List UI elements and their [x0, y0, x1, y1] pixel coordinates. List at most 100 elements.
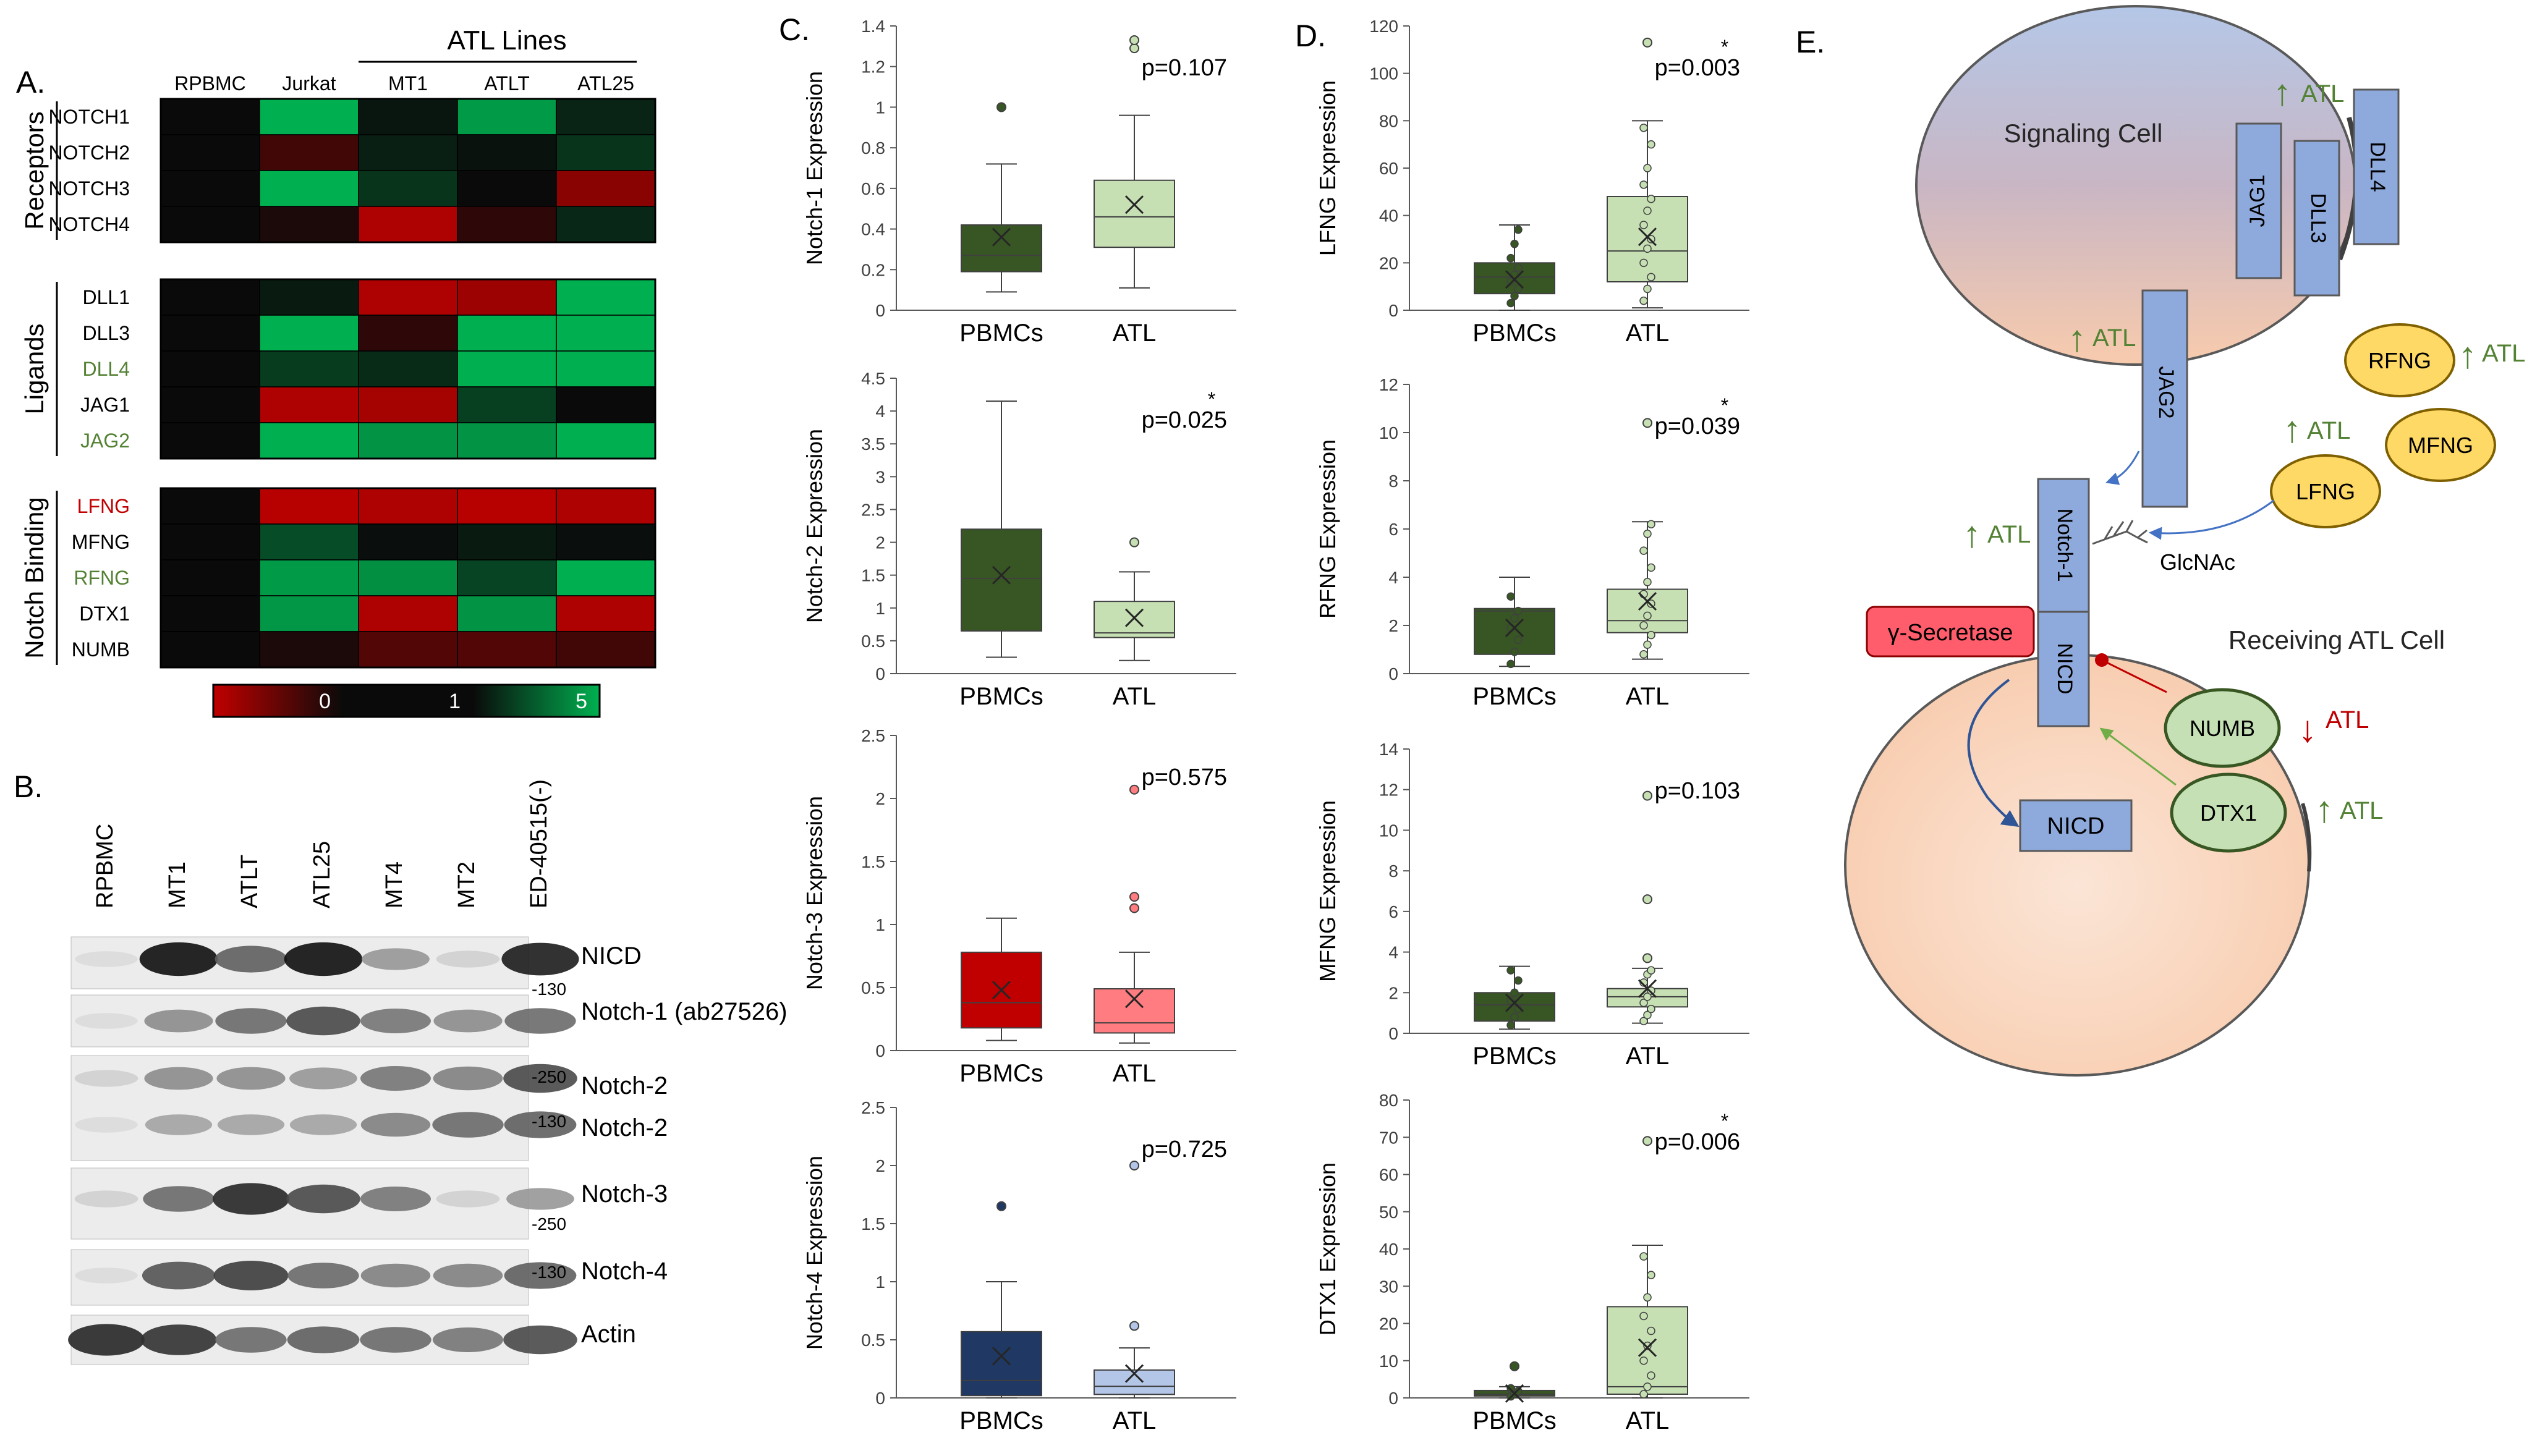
boxplot-chart: 0 0.5 1 1.5 2 2.5 Notch-4 Expression PBMCs ATL p=… [802, 1098, 1236, 1434]
heatmap-cell [160, 279, 260, 316]
p-value-label: p=0.003 [1655, 55, 1740, 81]
y-tick-label: 0 [1388, 1389, 1398, 1408]
data-point [1643, 1010, 1652, 1020]
heatmap-cell [160, 523, 260, 561]
data-point [1506, 996, 1515, 1005]
x-category-label: ATL [1626, 1407, 1669, 1434]
y-tick-label: 20 [1379, 1314, 1398, 1334]
y-tick-label: 6 [1388, 902, 1398, 921]
blot-size-marker: -130 [532, 980, 566, 999]
blot-band-label: NICD [581, 942, 642, 970]
nicd-membrane [2037, 611, 2090, 727]
heatmap-cell [358, 595, 458, 632]
outlier-point [1129, 1321, 1139, 1331]
dll4-ligand [2353, 88, 2400, 245]
y-tick-label: 0.2 [861, 260, 885, 279]
heatmap-cell [556, 170, 656, 207]
blot-band-label: Notch-3 [581, 1180, 668, 1208]
data-point [1643, 244, 1652, 253]
blot-lane-label: MT1 [164, 861, 190, 908]
data-point [1514, 976, 1523, 985]
x-category-label: PBMCs [959, 1060, 1043, 1087]
heatmap-group-label: Notch Binding [20, 497, 49, 659]
blot-lane-label: MT4 [381, 861, 407, 908]
boxplot-chart: 0 2 4 6 8 10 12 14 MFNG Expression PBMCs ATL p=0.10… [1315, 740, 1749, 1070]
heatmap-cell [358, 350, 458, 387]
data-point [1506, 253, 1515, 263]
panel-letter-b: B. [14, 769, 43, 804]
heatmap-cell [358, 206, 458, 243]
heatmap-group-frame [159, 487, 656, 669]
mean-marker [992, 565, 1011, 585]
y-tick-label: 70 [1379, 1128, 1398, 1147]
heatmap-cell [160, 350, 260, 387]
mean-marker [1124, 989, 1144, 1009]
heatmap-cell [556, 98, 656, 135]
outlier-point [1129, 1161, 1139, 1170]
heatmap-cell [259, 595, 359, 632]
y-tick-label: 40 [1379, 206, 1398, 226]
lfng-atl-label: ATL [2307, 417, 2350, 444]
y-tick-label: 1.5 [861, 852, 885, 871]
significance-star: * [1721, 394, 1728, 417]
data-point [1514, 1387, 1523, 1395]
y-tick-label: 0.8 [861, 138, 885, 158]
blot-band [433, 1263, 503, 1288]
iqr-box [961, 1331, 1042, 1397]
box-atl [1607, 1136, 1688, 1399]
y-tick-label: 6 [1388, 520, 1398, 539]
data-point [1639, 1357, 1648, 1365]
box-atl [1094, 1161, 1175, 1399]
blot-band-label: Notch-2 [581, 1072, 668, 1099]
heatmap-cell [556, 523, 656, 561]
outlier-point [1129, 892, 1139, 902]
p-value-label: p=0.103 [1655, 778, 1740, 804]
blot-band [504, 1111, 577, 1138]
y-tick-label: 60 [1379, 1166, 1398, 1185]
nicd-released-label: NICD [2047, 813, 2105, 839]
boxplot-chart: 0 2 4 6 8 10 12 RFNG Expression PBMCs ATL p=0.039* [1315, 375, 1749, 710]
y-tick-label: 0.5 [861, 1331, 885, 1350]
y-tick-label: 0 [875, 664, 885, 684]
data-point [1643, 206, 1652, 215]
dll4-label: DLL4 [2366, 142, 2389, 192]
heatmap-cell [358, 134, 458, 171]
heatmap-cell [160, 206, 260, 243]
data-point [1506, 298, 1515, 308]
y-axis-title: LFNG Expression [1315, 80, 1340, 256]
heatmap-row-label: NOTCH2 [48, 142, 130, 164]
blot-band [360, 1263, 431, 1288]
data-point [1510, 1012, 1519, 1022]
heatmap-cell [556, 206, 656, 243]
boxplot-chart: 0 10 20 30 40 50 60 70 80 DTX1 Expression PBMCs ATL… [1315, 1091, 1749, 1434]
y-tick-label: 3 [875, 467, 885, 486]
boxplot-panels: 0 0.2 0.4 0.6 0.8 1 1.2 1.4 Notch-1 Expression PB… [802, 17, 1749, 1434]
heatmap-column-header: RPBMC [174, 72, 246, 95]
y-tick-label: 1.2 [861, 57, 885, 77]
nicd-membrane-label: NICD [2053, 643, 2076, 694]
heatmap-cell [259, 350, 359, 387]
iqr-box [961, 224, 1042, 273]
blot-band [75, 1013, 138, 1029]
data-point [1506, 966, 1515, 975]
data-point [1510, 988, 1519, 997]
rfng-up-arrow: ↑ [2458, 334, 2477, 376]
blot-lane-label: ATL25 [309, 841, 335, 908]
heatmap-column-header: Jurkat [282, 72, 336, 95]
outlier-point [1510, 1361, 1519, 1371]
scale-bar-segment [343, 685, 473, 717]
iqr-box [1607, 1306, 1688, 1395]
dll3-ligand [2293, 140, 2340, 297]
data-point [1639, 296, 1648, 305]
mean-marker [1505, 993, 1524, 1012]
blot-size-marker: -250 [532, 1067, 566, 1086]
y-tick-label: 4 [1388, 568, 1398, 587]
heatmap-cell [358, 631, 458, 668]
y-tick-label: 4 [875, 402, 885, 421]
data-point [1510, 239, 1519, 248]
x-category-label: ATL [1113, 1407, 1156, 1434]
heatmap-cell [259, 386, 359, 423]
box-pbmcs [1474, 577, 1555, 669]
data-point [1647, 1371, 1655, 1380]
blot-band [215, 1008, 287, 1034]
